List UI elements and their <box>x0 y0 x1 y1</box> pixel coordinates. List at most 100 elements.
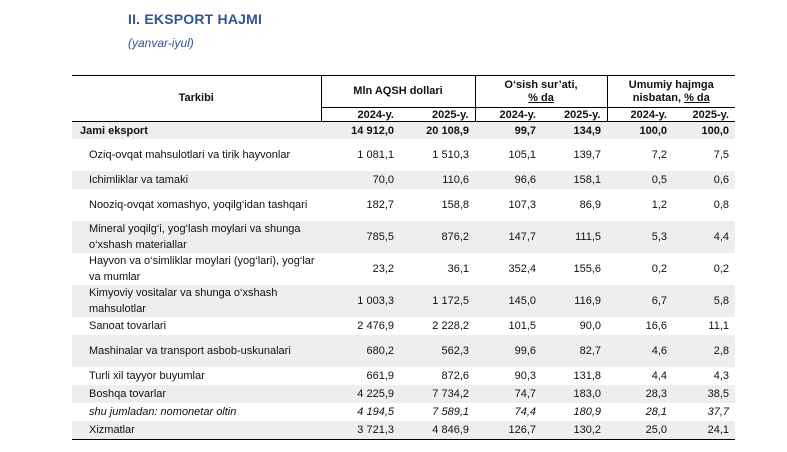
header-share-line2: nisbatan, <box>632 91 685 104</box>
period-subtitle: (yanvar-iyul) <box>128 36 194 50</box>
table-row: Turli xil tayyor buyumlar 661,9 872,6 90… <box>72 367 735 385</box>
cell-value: 0,6 <box>673 171 735 189</box>
cell-value: 14 912,0 <box>321 121 400 139</box>
cell-value: 1 081,1 <box>357 149 394 161</box>
cell-value: 7 734,2 <box>400 385 475 403</box>
cell-value: 28,3 <box>607 385 673 403</box>
row-label: Sanoat tovarlari <box>89 320 167 332</box>
cell-value: 5,3 <box>607 221 673 253</box>
row-label: Turli xil tayyor buyumlar <box>89 370 205 382</box>
row-label: Boshqa tovarlar <box>72 385 321 403</box>
page-title: II. EKSPORT HAJMI <box>128 11 263 27</box>
cell-value: 38,5 <box>673 385 735 403</box>
header-growth-line2: % da <box>528 91 554 104</box>
cell-value: 5,8 <box>673 285 735 317</box>
cell-value: 134,9 <box>542 121 607 139</box>
cell-value: 24,1 <box>673 421 735 440</box>
cell-value: 107,3 <box>508 199 536 211</box>
cell-value: 99,7 <box>475 121 542 139</box>
cell-value: 86,9 <box>579 199 601 211</box>
cell-value: 100,0 <box>607 121 673 139</box>
table-row: Ichimliklar va tamaki 70,0 110,6 96,6 15… <box>72 171 735 189</box>
year-header: 2024-y. <box>606 107 673 122</box>
header-share-unit: % da <box>684 91 710 104</box>
header-growth-line1: O‘sish sur’ati, <box>504 78 578 91</box>
cell-value: 158,8 <box>441 199 469 211</box>
cell-value: 155,6 <box>573 263 601 275</box>
cell-value: 876,2 <box>400 221 475 253</box>
table-row: Sanoat tovarlari 2 476,9 2 228,2 101,5 9… <box>72 317 735 335</box>
cell-value: 99,6 <box>475 335 542 367</box>
table-row: Mineral yoqilg‘i, yog‘lash moylari va sh… <box>72 221 735 253</box>
table-row: Boshqa tovarlar 4 225,9 7 734,2 74,7 183… <box>72 385 735 403</box>
cell-value: 36,1 <box>447 263 469 275</box>
cell-value: 74,7 <box>475 385 542 403</box>
row-label: Nooziq-ovqat xomashyo, yoqilg‘idan tashq… <box>89 199 308 211</box>
cell-value: 4 225,9 <box>321 385 400 403</box>
header-share: Umumiy hajmga nisbatan, % da <box>606 75 735 108</box>
table-row: Xizmatlar 3 721,3 4 846,9 126,7 130,2 25… <box>72 421 735 440</box>
cell-value: 4,4 <box>673 221 735 253</box>
cell-value: 110,6 <box>400 171 475 189</box>
header-share-line1: Umumiy hajmga <box>628 78 714 91</box>
cell-value: 131,8 <box>573 370 601 382</box>
row-label: Mashinalar va transport asbob-uskunalari <box>72 335 321 367</box>
row-label: shu jumladan: nomonetar oltin <box>89 406 237 418</box>
cell-value: 661,9 <box>366 370 394 382</box>
header-mln-usd: Mln AQSH dollari <box>320 75 475 108</box>
cell-value: 4,6 <box>607 335 673 367</box>
year-header: 2025-y. <box>400 107 475 122</box>
cell-value: 158,1 <box>542 171 607 189</box>
cell-value: 74,4 <box>514 406 536 418</box>
cell-value: 2 476,9 <box>357 320 394 332</box>
cell-value: 0,2 <box>651 263 667 275</box>
cell-value: 28,1 <box>645 406 667 418</box>
cell-value: 2 228,2 <box>432 320 469 332</box>
cell-value: 183,0 <box>542 385 607 403</box>
cell-value: 680,2 <box>321 335 400 367</box>
cell-value: 7,5 <box>713 149 729 161</box>
cell-value: 180,9 <box>573 406 601 418</box>
row-label: Hayvon va o‘simliklar moylari (yog‘lari)… <box>89 255 315 283</box>
cell-value: 3 721,3 <box>321 421 400 440</box>
table-row: Kimyoviy vositalar va shunga o‘xshash ma… <box>72 285 735 317</box>
cell-value: 6,7 <box>607 285 673 317</box>
cell-value: 70,0 <box>321 171 400 189</box>
row-label: Mineral yoqilg‘i, yog‘lash moylari va sh… <box>72 221 321 253</box>
row-label: Kimyoviy vositalar va shunga o‘xshash ma… <box>72 285 321 317</box>
table-row: Nooziq-ovqat xomashyo, yoqilg‘idan tashq… <box>72 189 735 221</box>
cell-value: 4,3 <box>713 370 729 382</box>
cell-value: 116,9 <box>542 285 607 317</box>
cell-value: 37,7 <box>707 406 729 418</box>
cell-value: 100,0 <box>673 121 735 139</box>
cell-value: 126,7 <box>475 421 542 440</box>
cell-value: 25,0 <box>607 421 673 440</box>
cell-value: 0,5 <box>607 171 673 189</box>
cell-value: 1 172,5 <box>400 285 475 317</box>
year-header: 2024-y. <box>474 107 542 122</box>
table-row: Hayvon va o‘simliklar moylari (yog‘lari)… <box>72 253 735 285</box>
cell-value: 4 846,9 <box>400 421 475 440</box>
cell-value: 352,4 <box>508 263 536 275</box>
export-table: Tarkibi Mln AQSH dollari O‘sish sur’ati,… <box>72 75 735 440</box>
cell-value: 101,5 <box>508 320 536 332</box>
cell-value: 2,8 <box>673 335 735 367</box>
header-growth-rate: O‘sish sur’ati, % da <box>474 75 607 108</box>
table-row-total: Jami eksport 14 912,0 20 108,9 99,7 134,… <box>72 121 735 139</box>
table-row-subitem: shu jumladan: nomonetar oltin 4 194,5 7 … <box>72 403 735 421</box>
cell-value: 20 108,9 <box>400 121 475 139</box>
cell-value: 4,4 <box>651 370 667 382</box>
cell-value: 872,6 <box>441 370 469 382</box>
cell-value: 1 003,3 <box>321 285 400 317</box>
cell-value: 0,8 <box>713 199 729 211</box>
year-header: 2025-y. <box>673 107 735 122</box>
cell-value: 785,5 <box>321 221 400 253</box>
cell-value: 0,2 <box>713 263 729 275</box>
cell-value: 7 589,1 <box>432 406 469 418</box>
header-structure: Tarkibi <box>72 75 321 122</box>
cell-value: 90,0 <box>579 320 601 332</box>
table-row: Oziq-ovqat mahsulotlari va tirik hayvonl… <box>72 139 735 171</box>
row-label: Ichimliklar va tamaki <box>72 171 321 189</box>
cell-value: 1,2 <box>651 199 667 211</box>
cell-value: 182,7 <box>366 199 394 211</box>
